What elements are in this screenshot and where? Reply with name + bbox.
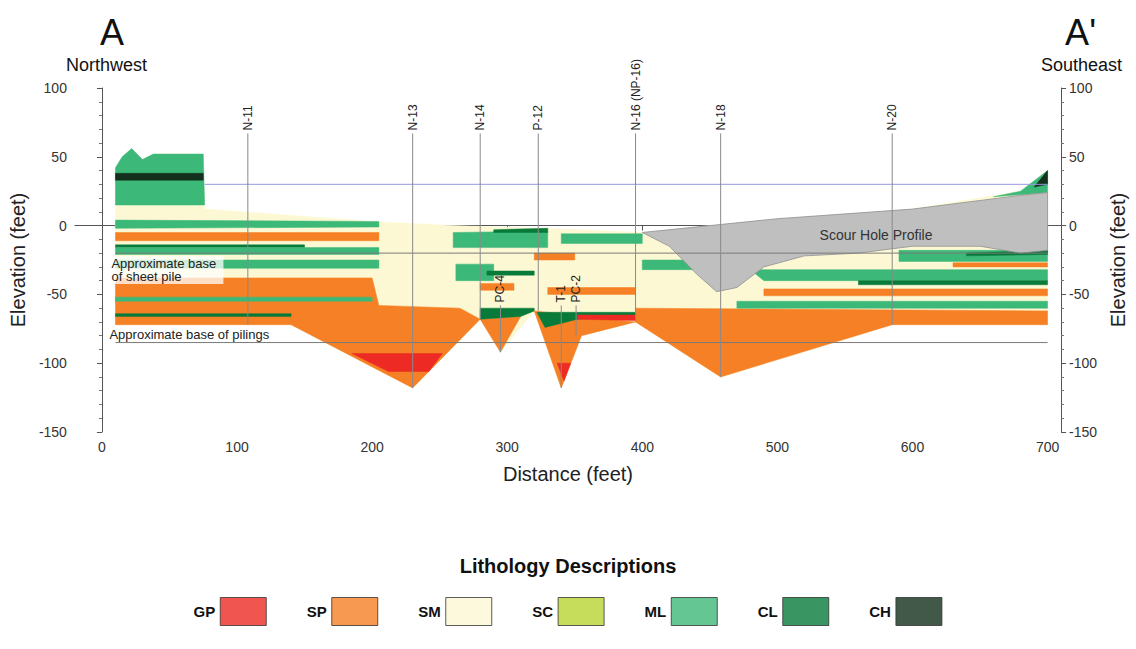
svg-text:N-14: N-14	[473, 104, 487, 130]
svg-text:-150: -150	[39, 424, 67, 440]
svg-text:N-13: N-13	[406, 104, 420, 130]
svg-text:-150: -150	[1069, 424, 1097, 440]
svg-text:A': A'	[1065, 12, 1096, 53]
svg-text:N-11: N-11	[241, 105, 255, 130]
svg-text:Elevation (feet): Elevation (feet)	[1107, 193, 1129, 328]
svg-text:Distance (feet): Distance (feet)	[503, 463, 633, 485]
svg-text:200: 200	[360, 439, 384, 455]
svg-text:50: 50	[1069, 149, 1085, 165]
svg-text:N-18: N-18	[714, 104, 728, 130]
svg-text:CH: CH	[869, 603, 891, 620]
svg-text:PC-4: PC-4	[493, 275, 507, 303]
svg-text:of sheet pile: of sheet pile	[111, 269, 181, 284]
svg-text:-50: -50	[47, 286, 67, 302]
svg-text:N-20: N-20	[885, 104, 899, 130]
svg-text:400: 400	[631, 439, 655, 455]
svg-text:P-12: P-12	[531, 105, 545, 131]
svg-text:Elevation (feet): Elevation (feet)	[7, 193, 29, 328]
svg-text:50: 50	[51, 149, 67, 165]
svg-text:300: 300	[496, 439, 520, 455]
svg-text:0: 0	[59, 218, 67, 234]
svg-text:Approximate base: Approximate base	[111, 256, 220, 272]
svg-text:100: 100	[225, 439, 249, 455]
svg-text:500: 500	[766, 439, 790, 455]
svg-text:SM: SM	[418, 603, 441, 620]
svg-text:CL: CL	[758, 603, 778, 620]
svg-text:ML: ML	[645, 603, 667, 620]
svg-text:Northwest: Northwest	[66, 55, 147, 75]
svg-text:Scour Hole Profile: Scour Hole Profile	[820, 227, 933, 243]
svg-text:700: 700	[1036, 439, 1060, 455]
svg-text:Lithology Descriptions: Lithology Descriptions	[460, 555, 677, 577]
svg-text:N-16 (NP-16): N-16 (NP-16)	[629, 59, 643, 130]
svg-text:100: 100	[44, 80, 68, 96]
svg-text:A: A	[100, 12, 124, 53]
svg-text:Southeast: Southeast	[1041, 55, 1122, 75]
svg-text:0: 0	[98, 439, 106, 455]
svg-text:0: 0	[1069, 218, 1077, 234]
svg-text:100: 100	[1069, 80, 1093, 96]
svg-text:SC: SC	[532, 603, 553, 620]
svg-text:-100: -100	[1069, 355, 1097, 371]
svg-text:-100: -100	[39, 355, 67, 371]
svg-text:PC-2: PC-2	[569, 275, 583, 303]
svg-text:GP: GP	[194, 603, 216, 620]
svg-text:SP: SP	[307, 603, 327, 620]
svg-text:600: 600	[901, 439, 925, 455]
svg-text:-50: -50	[1069, 286, 1089, 302]
svg-text:T-1: T-1	[554, 285, 568, 303]
svg-text:Approximate base of pilings: Approximate base of pilings	[109, 327, 269, 342]
